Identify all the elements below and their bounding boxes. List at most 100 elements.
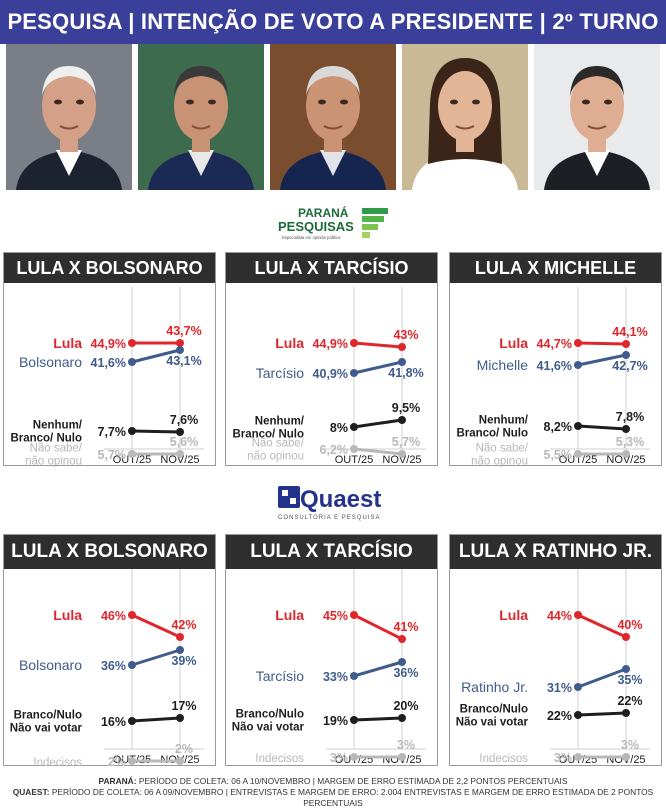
footer-parana-text: PERÍODO DE COLETA: 06 A 10/NOVEMBRO | MA… <box>136 776 568 786</box>
data-label: 22% <box>547 709 572 723</box>
series-line <box>353 716 403 722</box>
data-point <box>574 450 582 458</box>
data-point <box>398 416 406 424</box>
data-point <box>176 757 184 765</box>
data-label: 16% <box>101 715 126 729</box>
svg-text:Quaest: Quaest <box>300 486 381 513</box>
data-point <box>350 753 358 761</box>
data-label: 31% <box>547 681 572 695</box>
candidate-photo <box>6 44 132 190</box>
series-name: Branco/Nulo Não vai votar <box>10 710 83 735</box>
data-point <box>622 450 630 458</box>
x-tick-label: NOV/25 <box>606 454 645 466</box>
series-name: Nenhum/Branco/ Nulo <box>232 416 304 441</box>
data-point <box>622 340 630 348</box>
series-name: Indecisos <box>33 757 82 767</box>
candidate-photo <box>270 44 396 190</box>
data-label: 42,7% <box>612 359 647 373</box>
data-point <box>622 425 630 433</box>
series-name: Não sabe/não opinou <box>471 443 529 468</box>
data-point <box>622 633 630 641</box>
data-label: 2% <box>175 742 193 756</box>
data-label: 3% <box>397 738 415 752</box>
series-name: Lula <box>499 607 528 623</box>
data-point <box>128 661 136 669</box>
data-label: 44% <box>547 609 572 623</box>
data-label: 22% <box>617 694 642 708</box>
data-label: 2% <box>108 755 126 767</box>
data-point <box>398 358 406 366</box>
page-banner-title: PESQUISA | INTENÇÃO DE VOTO A PRESIDENTE… <box>0 0 666 44</box>
data-point <box>176 346 184 354</box>
series-name: Lula <box>275 335 304 351</box>
line-chart: OUT/25NOV/2546%42%Lula36%39%Bolsonaro16%… <box>10 569 204 767</box>
data-label: 43,1% <box>166 354 201 368</box>
data-label: 3% <box>330 751 348 765</box>
data-point <box>350 339 358 347</box>
data-point <box>622 665 630 673</box>
svg-text:CONSULTORIA E PESQUISA: CONSULTORIA E PESQUISA <box>278 515 380 521</box>
data-label: 41,8% <box>388 366 423 380</box>
data-point <box>128 757 136 765</box>
data-point <box>350 716 358 724</box>
chart-panel: LULA X RATINHO JR.OUT/25NOV/2544%40%Lula… <box>449 534 662 766</box>
data-point <box>622 351 630 359</box>
data-point <box>574 683 582 691</box>
data-label: 41,6% <box>537 359 572 373</box>
x-tick-label: NOV/25 <box>160 454 199 466</box>
series-name: Nenhum/Branco/ Nulo <box>456 415 528 440</box>
data-point <box>398 753 406 761</box>
data-point <box>176 714 184 722</box>
series-line <box>353 660 403 678</box>
chart-panel: LULA X TARCÍSIOOUT/25NOV/2545%41%Lula33%… <box>225 534 438 766</box>
data-point <box>350 369 358 377</box>
data-label: 8,2% <box>544 420 573 434</box>
data-point <box>128 358 136 366</box>
data-point <box>176 339 184 347</box>
data-point <box>350 672 358 680</box>
series-line <box>131 648 181 667</box>
chart-title: LULA X MICHELLE <box>450 253 661 283</box>
chart-title: LULA X BOLSONARO <box>4 535 215 569</box>
data-point <box>176 428 184 436</box>
series-line <box>577 667 627 689</box>
series-name: Lula <box>499 335 528 351</box>
data-label: 44,9% <box>313 337 348 351</box>
data-point <box>128 427 136 435</box>
series-name: Indecisos <box>479 753 528 765</box>
line-chart: OUT/25 NOV/25 44,9% 43,7% Lula 41,6% 43,1% Bols… <box>10 287 204 468</box>
data-point <box>574 611 582 619</box>
data-label: 46% <box>101 609 126 623</box>
data-point <box>350 445 358 453</box>
footer-parana-label: PARANÁ: <box>98 776 137 786</box>
series-name: Nenhum/Branco/ Nulo <box>10 420 82 445</box>
chart-title: LULA X RATINHO JR. <box>450 535 661 569</box>
data-point <box>176 646 184 654</box>
data-point <box>398 635 406 643</box>
data-label: 35% <box>617 673 642 687</box>
data-label: 20% <box>393 699 418 713</box>
series-line <box>577 353 627 367</box>
chart-panel: LULA X BOLSONAROOUT/25NOV/2546%42%Lula36… <box>3 534 216 767</box>
chart-panel: LULA X TARCÍSIO OUT/25 NOV/25 44,9% 43% Lula 4… <box>225 252 438 466</box>
data-label: 7,8% <box>616 410 645 424</box>
line-chart: OUT/25NOV/2545%41%Lula33%36%Tarcísio19%2… <box>232 569 426 766</box>
series-line <box>577 424 627 431</box>
data-point <box>574 753 582 761</box>
series-name: Michelle <box>477 357 529 373</box>
series-line <box>131 613 181 639</box>
series-line <box>577 711 627 717</box>
data-label: 33% <box>323 670 348 684</box>
data-point <box>398 343 406 351</box>
candidate-photo <box>138 44 264 190</box>
line-chart: OUT/25 NOV/25 44,9% 43% Lula 40,9% 41,8% Tarcís… <box>232 287 426 466</box>
data-label: 5,7% <box>98 448 127 462</box>
series-line <box>353 418 403 429</box>
series-name: Tarcísio <box>256 365 304 381</box>
data-point <box>176 450 184 458</box>
footer-notes: PARANÁ: PERÍODO DE COLETA: 06 A 10/NOVEM… <box>0 776 666 809</box>
series-name: Não sabe/não opinou <box>25 443 83 468</box>
candidate-photo <box>402 44 528 190</box>
footer-quaest-label: QUAEST: <box>12 787 50 797</box>
